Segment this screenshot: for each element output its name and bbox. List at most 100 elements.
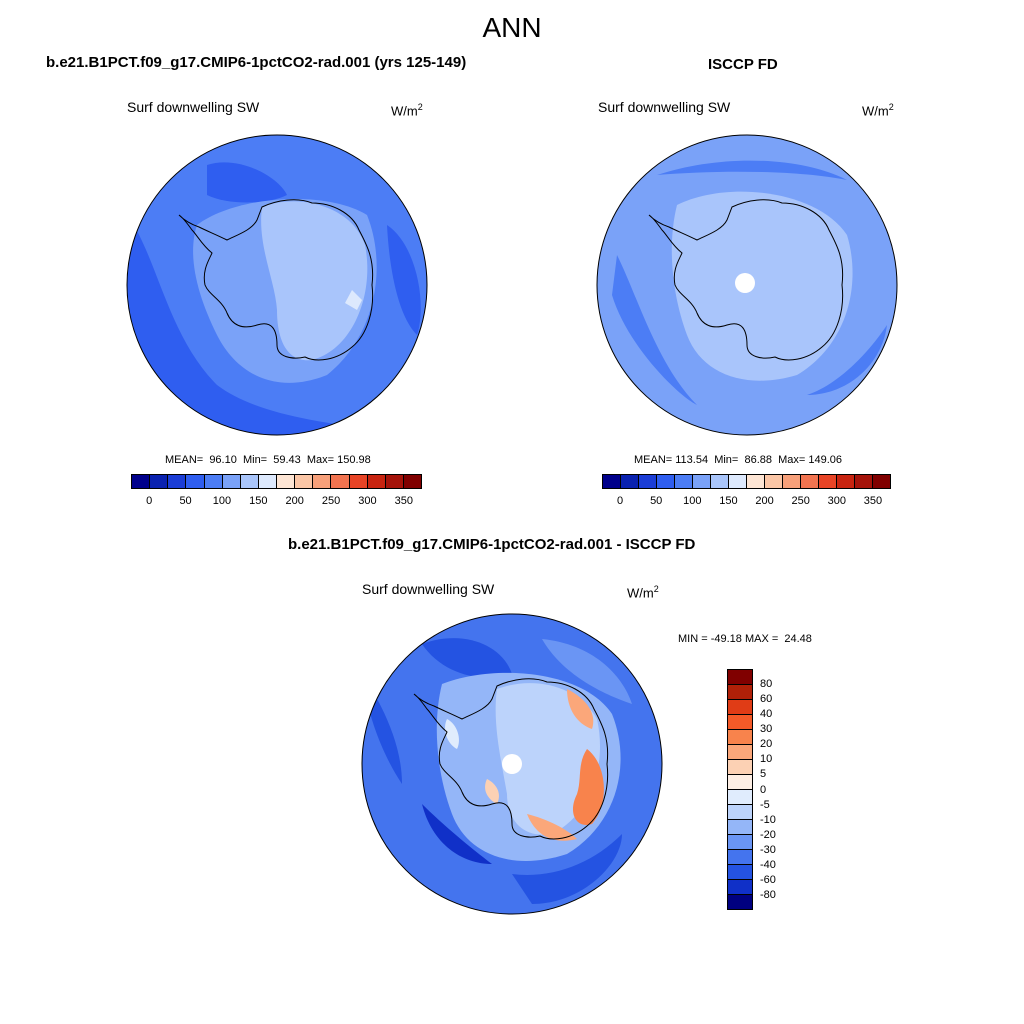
colorbar-tick-label: 40 — [760, 708, 773, 721]
colorbar-tick-label: 60 — [760, 693, 773, 706]
colorbar-tick-label: 350 — [394, 495, 413, 507]
colorbar-cell — [728, 670, 752, 685]
colorbar-cell — [603, 475, 621, 488]
colorbar-tick-label: 0 — [617, 495, 624, 507]
colorbar-tick-label: 200 — [285, 495, 304, 507]
colorbar-cell — [150, 475, 169, 488]
colorbar-cell — [728, 895, 752, 909]
colorbar-tick-label: 50 — [179, 495, 192, 507]
colorbar-cell — [385, 475, 404, 488]
colorbar-tick-label: 350 — [863, 495, 883, 507]
colorbar-tick-label: -40 — [760, 858, 776, 871]
model-colorbar — [131, 474, 422, 489]
colorbar-cell — [728, 760, 752, 775]
colorbar-cell — [855, 475, 873, 488]
colorbar-cell — [728, 715, 752, 730]
colorbar-tick-label: 200 — [755, 495, 774, 507]
diff-panel-title: b.e21.B1PCT.f09_g17.CMIP6-1pctCO2-rad.00… — [288, 536, 696, 553]
colorbar-cell — [728, 865, 752, 880]
colorbar-cell — [747, 475, 765, 488]
colorbar-tick-label: 150 — [249, 495, 268, 507]
diff-polar-map — [361, 613, 663, 915]
colorbar-tick-label: 50 — [650, 495, 663, 507]
colorbar-tick-label: -30 — [760, 843, 776, 856]
obs-polar-map — [596, 134, 898, 436]
colorbar-cell — [728, 745, 752, 760]
colorbar-cell — [728, 835, 752, 850]
obs-stats: MEAN= 113.54 Min= 86.88 Max= 149.06 — [634, 454, 843, 466]
colorbar-cell — [873, 475, 890, 488]
colorbar-cell — [186, 475, 205, 488]
colorbar-cell — [728, 820, 752, 835]
colorbar-tick-label: 0 — [760, 783, 767, 796]
colorbar-cell — [331, 475, 350, 488]
colorbar-cell — [657, 475, 675, 488]
obs-variable-label: Surf downwelling SW — [598, 99, 731, 115]
colorbar-tick-label: 30 — [760, 723, 773, 736]
colorbar-tick-label: 20 — [760, 738, 773, 751]
colorbar-cell — [621, 475, 639, 488]
obs-unit-label: W/m2 — [862, 102, 894, 119]
colorbar-tick-label: 250 — [791, 495, 810, 507]
colorbar-tick-label: 300 — [358, 495, 377, 507]
colorbar-cell — [222, 475, 241, 488]
colorbar-tick-label: 300 — [827, 495, 846, 507]
colorbar-cell — [801, 475, 819, 488]
colorbar-cell — [693, 475, 711, 488]
colorbar-cell — [728, 685, 752, 700]
colorbar-cell — [728, 850, 752, 865]
colorbar-tick-label: 80 — [760, 678, 773, 691]
diff-stats: MIN = -49.18 MAX = 24.48 — [678, 633, 812, 645]
colorbar-tick-label: -80 — [760, 888, 776, 901]
colorbar-tick-label: -5 — [760, 798, 770, 811]
colorbar-cell — [675, 475, 693, 488]
colorbar-cell — [728, 775, 752, 790]
model-polar-map — [126, 134, 428, 436]
colorbar-cell — [728, 790, 752, 805]
colorbar-cell — [168, 475, 187, 488]
colorbar-cell — [313, 475, 332, 488]
colorbar-tick-label: 5 — [760, 768, 767, 781]
colorbar-tick-label: 150 — [719, 495, 738, 507]
colorbar-cell — [349, 475, 368, 488]
obs-colorbar — [602, 474, 891, 489]
obs-colorbar-ticks: 0 50 100 150 200 250 300 350 — [602, 493, 891, 509]
diff-unit-label: W/m2 — [627, 584, 659, 601]
obs-panel-title: ISCCP FD — [708, 56, 778, 73]
obs-pole-gap — [735, 273, 755, 293]
colorbar-tick-label: 100 — [683, 495, 702, 507]
colorbar-tick-label: -10 — [760, 813, 776, 826]
colorbar-tick-label: -20 — [760, 828, 776, 841]
page-title: ANN — [482, 12, 542, 43]
model-colorbar-ticks: 0 50 100 150 200 250 300 350 — [131, 493, 422, 509]
model-stats: MEAN= 96.10 Min= 59.43 Max= 150.98 — [165, 454, 371, 466]
colorbar-cell — [367, 475, 386, 488]
model-unit-label: W/m2 — [391, 102, 423, 119]
colorbar-cell — [729, 475, 747, 488]
colorbar-cell — [403, 475, 421, 488]
model-panel-title: b.e21.B1PCT.f09_g17.CMIP6-1pctCO2-rad.00… — [46, 54, 467, 71]
colorbar-cell — [240, 475, 259, 488]
colorbar-tick-label: 100 — [212, 495, 232, 507]
diff-pole-gap — [502, 754, 522, 774]
colorbar-cell — [819, 475, 837, 488]
colorbar-cell — [132, 475, 151, 488]
colorbar-cell — [711, 475, 729, 488]
colorbar-cell — [728, 700, 752, 715]
colorbar-cell — [728, 880, 752, 895]
colorbar-cell — [639, 475, 657, 488]
colorbar-cell — [295, 475, 314, 488]
diff-variable-label: Surf downwelling SW — [362, 581, 495, 597]
colorbar-tick-label: 0 — [146, 495, 153, 507]
colorbar-tick-label: -60 — [760, 873, 776, 886]
colorbar-tick-label: 10 — [760, 753, 773, 766]
colorbar-cell — [258, 475, 277, 488]
diff-colorbar — [727, 669, 753, 910]
colorbar-cell — [277, 475, 296, 488]
colorbar-cell — [728, 730, 752, 745]
colorbar-cell — [204, 475, 223, 488]
model-variable-label: Surf downwelling SW — [127, 99, 260, 115]
colorbar-tick-label: 250 — [321, 495, 341, 507]
model-coastline — [178, 199, 374, 361]
colorbar-cell — [783, 475, 801, 488]
